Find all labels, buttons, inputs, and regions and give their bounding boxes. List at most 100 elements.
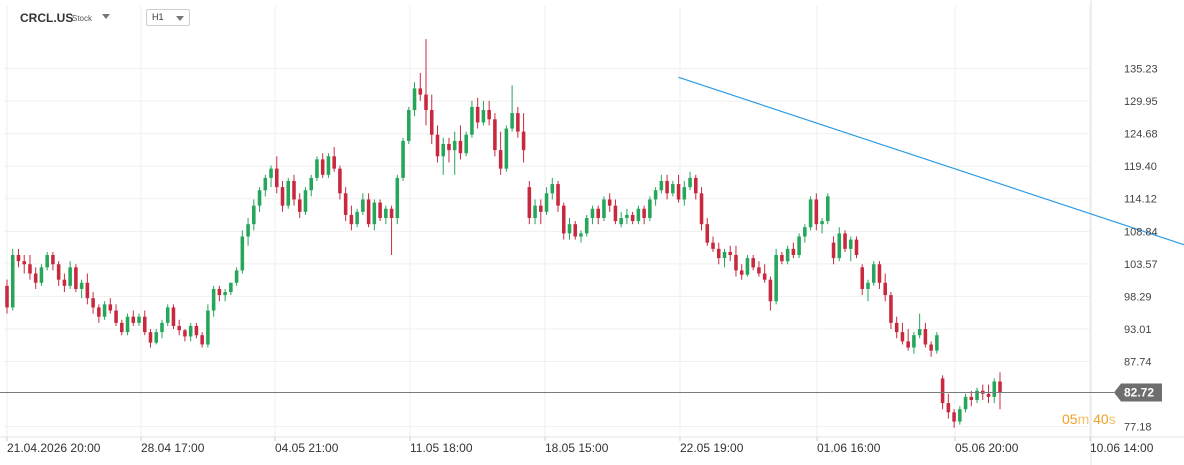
candle-body (883, 282, 887, 296)
candle-body (613, 205, 618, 222)
candle (745, 255, 750, 277)
candle (389, 205, 394, 256)
candle-body (573, 224, 578, 237)
candle (68, 261, 72, 289)
candle-body (108, 304, 113, 311)
chart-toolbar: CRCL.US Stock H1 (0, 0, 1184, 36)
candle-body (579, 233, 583, 237)
symbol-label[interactable]: CRCL.US (20, 11, 74, 25)
candle (826, 193, 830, 225)
candle (682, 180, 687, 206)
candle-body (378, 202, 382, 218)
candle (240, 230, 245, 274)
candle-body (481, 110, 486, 123)
candle-body (510, 113, 514, 129)
candle-body (877, 264, 882, 283)
candle (768, 276, 773, 311)
candle-body (516, 113, 520, 132)
candle-body (866, 282, 870, 289)
candle (160, 319, 164, 339)
candle-body (561, 205, 566, 234)
candle-body (217, 288, 222, 296)
candle (412, 82, 417, 117)
countdown-seconds: 40 (1093, 411, 1109, 427)
candle-body (475, 106, 480, 123)
candle-body (28, 264, 32, 274)
candle-body (550, 184, 555, 194)
candle (613, 199, 618, 225)
candle-body (762, 273, 767, 280)
candle (274, 156, 279, 194)
candle-body (527, 187, 532, 218)
candle (165, 304, 170, 326)
candle (211, 285, 216, 317)
candle-body (441, 143, 446, 157)
candle (774, 248, 778, 305)
y-tick-label: 93.01 (1124, 324, 1152, 336)
candle-body (952, 412, 956, 422)
candle (808, 196, 813, 231)
candle (378, 199, 382, 222)
candle-body (372, 202, 377, 225)
candle (699, 187, 704, 231)
candle (39, 264, 44, 286)
candle-body (194, 325, 199, 336)
candle (309, 174, 313, 197)
candle-body (286, 180, 291, 206)
candle-body (263, 177, 268, 191)
candle-body (435, 134, 440, 157)
candle (372, 199, 377, 231)
candle-body (745, 258, 750, 275)
candle-body (315, 159, 319, 178)
candle (734, 245, 738, 277)
candle (108, 298, 113, 314)
candle-body (68, 267, 72, 286)
candle (912, 332, 916, 354)
candle (923, 322, 928, 348)
candle (584, 214, 589, 237)
candle (521, 113, 526, 163)
timeframe-select[interactable]: H1 (146, 9, 190, 26)
candle (28, 255, 32, 280)
y-tick-label: 124.68 (1124, 129, 1158, 141)
candle-body (343, 193, 348, 215)
candle-body (349, 214, 354, 225)
candle-body (860, 267, 865, 289)
candle (751, 255, 755, 271)
candle (22, 255, 26, 274)
symbol-dropdown-icon[interactable] (102, 14, 110, 19)
candle (85, 273, 90, 305)
candle-body (567, 224, 572, 234)
candle-countdown: 05m 40s (1062, 411, 1116, 427)
countdown-minute-unit: m (1077, 411, 1090, 427)
candle-body (986, 393, 991, 397)
candle (355, 208, 359, 228)
candle-body (120, 322, 124, 333)
candle (917, 313, 922, 339)
candle (326, 153, 331, 178)
candle-body (871, 264, 876, 283)
candle-body (521, 131, 526, 151)
candle (952, 409, 956, 428)
candle (992, 378, 997, 404)
candle-body (407, 110, 411, 141)
candle-body (785, 248, 790, 262)
candle-body (447, 143, 451, 151)
candle-body (33, 273, 38, 283)
candle (539, 199, 543, 225)
candle (447, 137, 451, 163)
candle-body (889, 295, 893, 323)
candle (361, 193, 365, 215)
candle-body (114, 310, 118, 323)
candle (56, 261, 61, 286)
candle-body (699, 193, 704, 225)
candle (154, 329, 159, 345)
candle (533, 199, 537, 225)
candle-body (722, 251, 727, 259)
candle (889, 292, 893, 330)
candle (464, 131, 468, 157)
candle-body (814, 199, 819, 225)
candle (516, 106, 520, 138)
candle-body (958, 409, 962, 422)
